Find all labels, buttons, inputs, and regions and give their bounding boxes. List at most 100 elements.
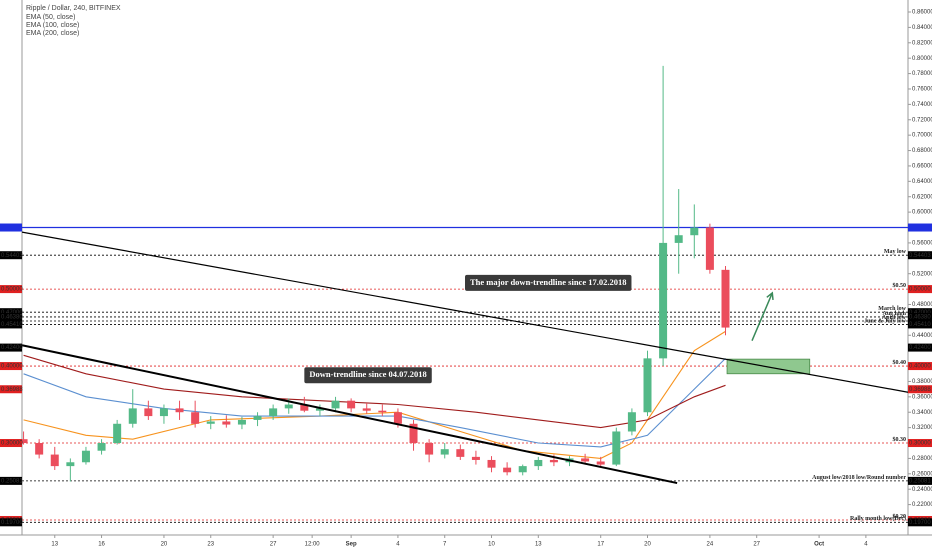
- candle-body: [534, 459, 543, 467]
- x-tick-label: 20: [644, 542, 651, 548]
- candle-body: [113, 423, 122, 444]
- candle-body: [518, 466, 527, 473]
- price-label: 0.50000: [909, 287, 931, 293]
- x-tick-label: 20: [161, 542, 168, 548]
- price-box: [0, 518, 22, 527]
- y-tick-label: 0.70000: [912, 133, 932, 139]
- x-tick-label: 4: [396, 542, 400, 548]
- price-label: 0.42400: [909, 345, 931, 351]
- y-tick-label: 0.62000: [912, 194, 932, 200]
- price-label: 0.19700: [1, 520, 23, 526]
- y-tick-label: 0.36000: [912, 394, 932, 400]
- candle-body: [425, 443, 434, 455]
- level-note: $0.50: [893, 282, 907, 289]
- price-box: [908, 285, 932, 294]
- annotation: The major down-trendline since 17.02.201…: [470, 277, 626, 287]
- price-box: [0, 320, 22, 329]
- x-tick-label: 27: [270, 542, 277, 548]
- level-note: March low: [878, 306, 906, 312]
- price-box: [0, 439, 22, 448]
- level-note: May low: [884, 249, 907, 255]
- price-label: 0.47000: [1, 310, 23, 316]
- y-tick-label: 0.34000: [912, 410, 932, 416]
- x-tick-label: Oct: [814, 542, 824, 548]
- price-label: 0.36988: [909, 387, 931, 393]
- y-tick-label: 0.60000: [912, 210, 932, 216]
- price-box: [0, 385, 22, 394]
- price-label: 0.36988: [1, 387, 23, 393]
- price-label: 0.25081: [909, 478, 931, 484]
- candle-body: [97, 443, 106, 451]
- candle-body: [300, 404, 309, 411]
- price-box: [908, 343, 932, 352]
- price-box: [0, 285, 22, 294]
- legend-entry: EMA (200, close): [26, 30, 79, 37]
- y-tick-label: 0.32000: [912, 425, 932, 431]
- chart-title: Ripple / Dollar, 240, BITFINEX: [26, 5, 121, 12]
- candle-body: [596, 461, 605, 465]
- y-tick-label: 0.68000: [912, 148, 932, 154]
- candle-body: [35, 443, 44, 455]
- candle-body: [144, 408, 153, 417]
- price-box: [908, 308, 932, 317]
- price-box: [0, 223, 22, 232]
- candle-body: [222, 421, 231, 425]
- price-label: 0.40000: [909, 364, 931, 370]
- y-tick-label: 0.82000: [912, 40, 932, 46]
- level-note: $0.40: [893, 359, 907, 366]
- candle-body: [81, 450, 90, 463]
- candle-body: [549, 459, 558, 463]
- y-tick-label: 0.52000: [912, 271, 932, 277]
- price-box: [0, 362, 22, 371]
- price-box: [908, 439, 932, 448]
- price-box: [0, 312, 22, 321]
- candle-body: [362, 408, 371, 411]
- y-tick-label: 0.22000: [912, 502, 932, 508]
- x-tick-label: 10: [488, 542, 495, 548]
- price-box: [908, 223, 932, 232]
- y-tick-label: 0.76000: [912, 87, 932, 93]
- candle-body: [487, 459, 496, 468]
- x-tick-label: 23: [207, 542, 214, 548]
- x-tick-label: 7: [443, 542, 447, 548]
- candle-body: [19, 439, 28, 444]
- candle-body: [581, 458, 590, 462]
- y-tick-label: 0.80000: [912, 56, 932, 62]
- level-note: Rally month low(Dec): [850, 515, 906, 522]
- level-note: August low/2018 low/Round number: [812, 475, 906, 481]
- candle-body: [721, 269, 730, 328]
- candle-body: [612, 431, 621, 465]
- candle-body: [284, 404, 293, 409]
- candle-body: [627, 412, 636, 432]
- legend-entry: EMA (100, close): [26, 22, 79, 29]
- price-box: [908, 312, 932, 321]
- candle-body: [315, 408, 324, 411]
- candle-body: [331, 400, 340, 409]
- price-label: 0.46380: [1, 315, 23, 321]
- x-tick-label: 12:00: [305, 542, 321, 548]
- annotation-box: [465, 274, 632, 291]
- price-box: [908, 476, 932, 485]
- candle-body: [347, 400, 356, 409]
- y-tick-label: 0.48000: [912, 302, 932, 308]
- candle-body: [175, 408, 184, 413]
- candle-body: [409, 423, 418, 444]
- y-tick-label: 0.24000: [912, 487, 932, 493]
- candle-body: [659, 242, 668, 359]
- x-tick-label: 24: [707, 542, 714, 548]
- price-label: 0.50000: [1, 287, 23, 293]
- y-tick-label: 0.86000: [912, 10, 932, 16]
- y-tick-label: 0.84000: [912, 25, 932, 31]
- price-label: 0.30000: [1, 441, 23, 447]
- trendline: [21, 344, 678, 485]
- candle-body: [440, 449, 449, 455]
- projection-arrow: [751, 292, 773, 341]
- candle-body: [128, 408, 137, 424]
- price-box: [908, 362, 932, 371]
- price-label: 0.45410: [909, 322, 931, 328]
- candle-body: [237, 419, 246, 425]
- price-box: [908, 518, 932, 527]
- price-label: 0.25081: [1, 478, 23, 484]
- y-tick-label: 0.44000: [912, 333, 932, 339]
